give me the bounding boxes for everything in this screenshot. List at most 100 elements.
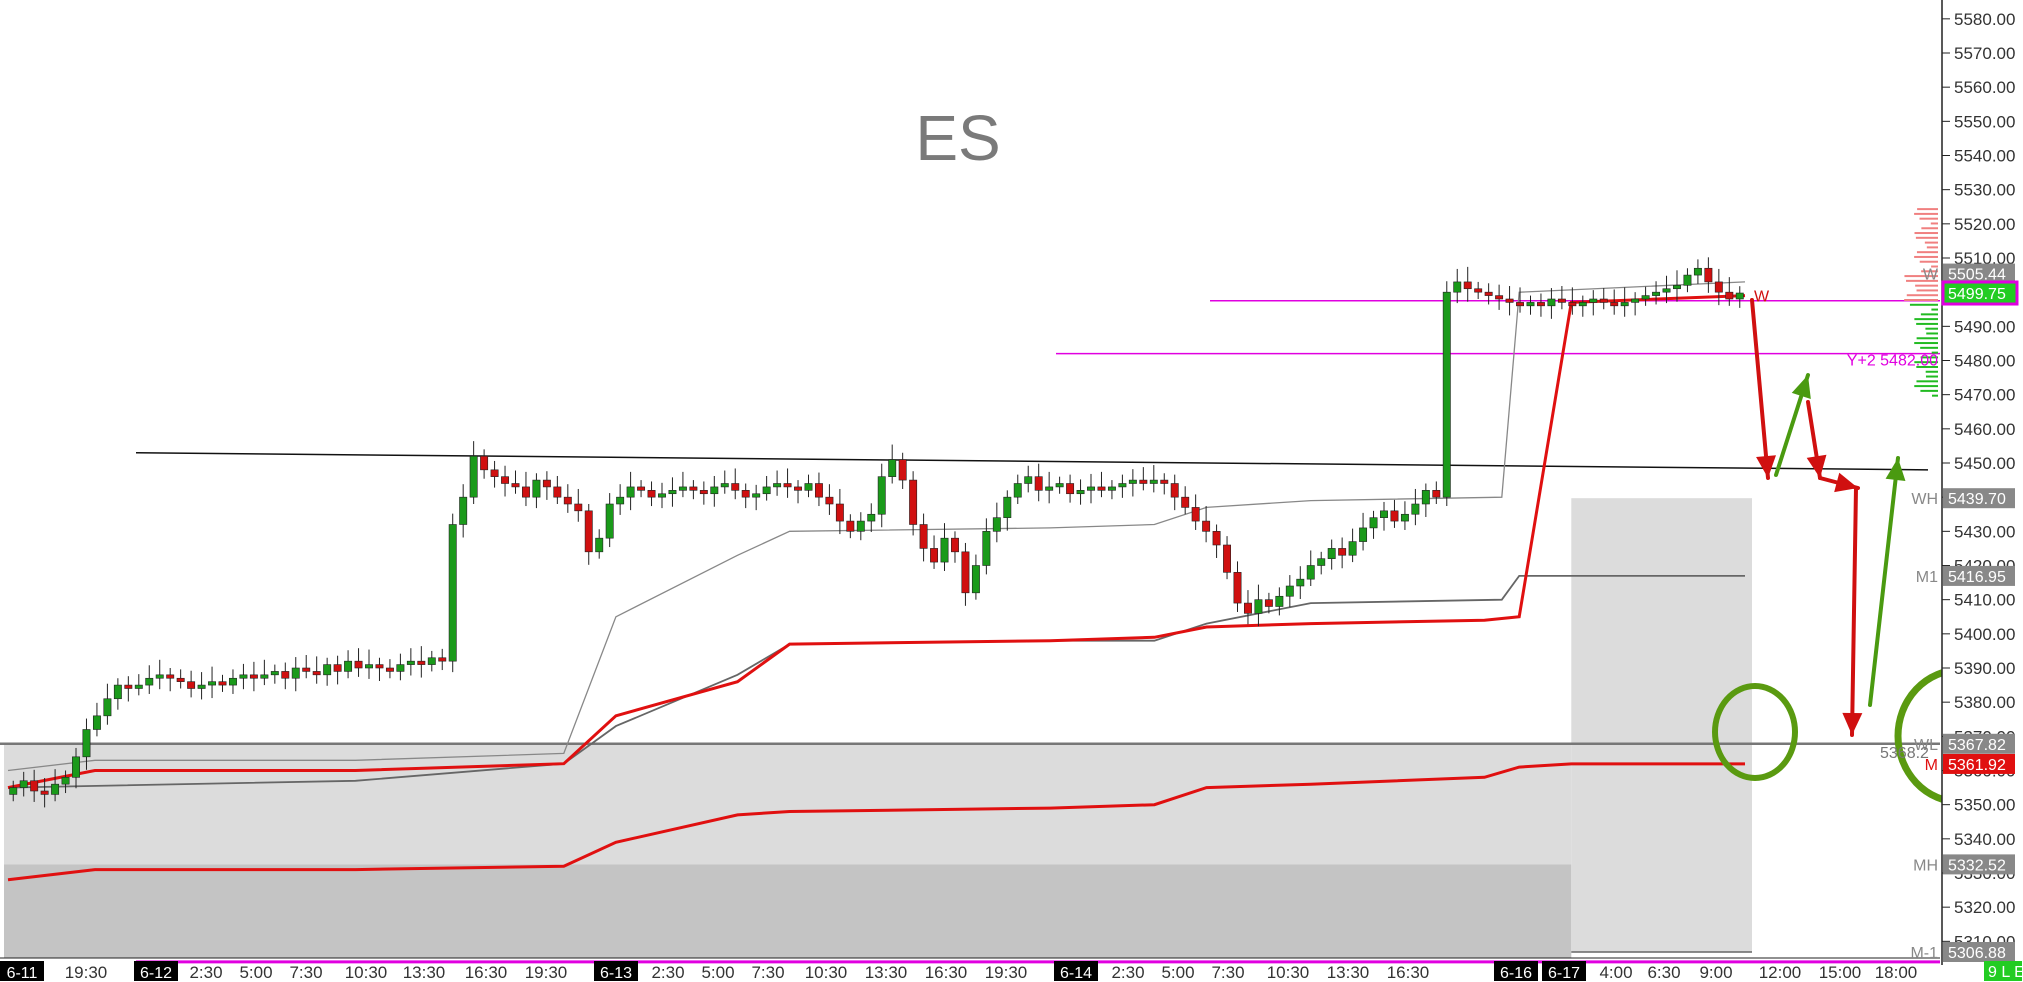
y-tick-label: 5400.00 <box>1954 625 2015 644</box>
volume-bar <box>1904 299 1938 301</box>
volume-profile <box>1904 208 1938 397</box>
candle-body <box>971 565 980 594</box>
label-w: W <box>1754 289 1770 306</box>
candle <box>270 664 279 684</box>
candle-body <box>982 531 991 566</box>
tag-m1-bg <box>1943 565 2015 586</box>
x-tick-label: 2:30 <box>1111 963 1144 982</box>
candle <box>888 444 897 484</box>
candle-body <box>699 490 708 495</box>
candle <box>1516 287 1524 313</box>
candle <box>584 504 593 565</box>
candle <box>1076 479 1085 505</box>
volume-bar <box>1919 217 1938 220</box>
x-tick-label: 13:30 <box>403 963 446 982</box>
candle <box>1139 467 1148 491</box>
candle-body <box>1254 599 1263 614</box>
volume-bar <box>1914 318 1938 321</box>
volume-bar <box>1914 361 1938 364</box>
candle-body <box>951 537 959 553</box>
candle-body <box>710 486 719 495</box>
candle <box>1128 469 1137 497</box>
tag-m1-tag: M1 <box>1916 569 1938 586</box>
volume-bar <box>1915 236 1938 239</box>
y-tick-label: 5380.00 <box>1954 693 2015 712</box>
candle-body <box>291 667 300 679</box>
candle-body <box>825 496 834 505</box>
candle-body <box>1725 291 1734 300</box>
candle-body <box>856 520 865 532</box>
candle-body <box>1223 544 1232 573</box>
arrow-up-2 <box>1868 456 1906 707</box>
candle-body <box>1034 476 1043 491</box>
candle <box>731 468 740 500</box>
price-tags: 5505.44 W 5439.70 WH 5416.95 M1 5367.82 WL 5361.… <box>1754 263 2023 981</box>
candle <box>637 480 646 498</box>
candle-body <box>312 671 321 676</box>
candle-body <box>344 660 353 672</box>
candle <box>1359 512 1368 551</box>
candle-body <box>835 503 844 522</box>
candle-body <box>427 657 436 665</box>
candle-body <box>1317 558 1326 566</box>
candle-body <box>1107 486 1116 491</box>
candle <box>406 648 415 676</box>
candle <box>532 473 541 509</box>
x-tick-label: 19:30 <box>65 963 108 982</box>
candle <box>1505 286 1514 316</box>
candle <box>752 484 761 511</box>
candle <box>1453 268 1462 304</box>
tag-w-value: 5505.44 <box>1948 267 2006 284</box>
candle <box>668 477 677 507</box>
volume-bar <box>1917 208 1938 211</box>
candle <box>877 463 886 528</box>
candle-body <box>229 677 237 686</box>
candle-body <box>281 671 290 679</box>
arrow-up-2-shaft <box>1868 456 1900 707</box>
volume-bar <box>1920 313 1938 316</box>
candle <box>1536 293 1545 317</box>
candle-body <box>459 496 468 525</box>
x-tick-label: 2:30 <box>189 963 222 982</box>
candle <box>1160 473 1169 495</box>
candle-body <box>1411 503 1420 515</box>
candle-body <box>1463 281 1472 290</box>
x-tick-label: 10:30 <box>345 963 388 982</box>
y-tick-label: 5560.00 <box>1954 78 2015 97</box>
candle <box>1097 471 1106 498</box>
candle-body <box>1421 490 1430 505</box>
arrow-down-2 <box>1806 400 1827 480</box>
candle <box>260 659 269 686</box>
candle <box>616 484 625 515</box>
candle-body <box>1045 486 1054 491</box>
candle-body <box>92 715 101 730</box>
y-tick-label: 5510.00 <box>1954 249 2015 268</box>
candle-body <box>867 513 876 522</box>
candle-body <box>1631 298 1640 303</box>
vwap-red-line <box>7 294 1746 790</box>
x-tick-label: 19:30 <box>525 963 568 982</box>
volume-bar <box>1914 342 1938 345</box>
candle <box>1568 287 1577 315</box>
indicator-bands <box>7 281 1746 882</box>
candle <box>971 554 980 600</box>
candle-body <box>1662 288 1671 293</box>
x-tick-label: 2:30 <box>651 963 684 982</box>
candle-body <box>396 664 405 672</box>
tag-m-1-bg <box>1943 941 2015 962</box>
candle <box>385 659 394 679</box>
candle-body <box>794 486 802 491</box>
candle-body <box>1474 288 1483 293</box>
candle <box>867 503 876 533</box>
candle-body <box>1160 479 1169 484</box>
x-tick-label: 13:30 <box>865 963 908 982</box>
arrow-up-1 <box>1774 373 1811 477</box>
candle-body <box>595 537 604 553</box>
candle-body <box>375 664 384 669</box>
candle <box>1652 281 1661 305</box>
candle-body <box>773 483 782 488</box>
candle <box>1254 584 1263 627</box>
candle-body <box>438 657 447 662</box>
candle <box>61 770 70 794</box>
